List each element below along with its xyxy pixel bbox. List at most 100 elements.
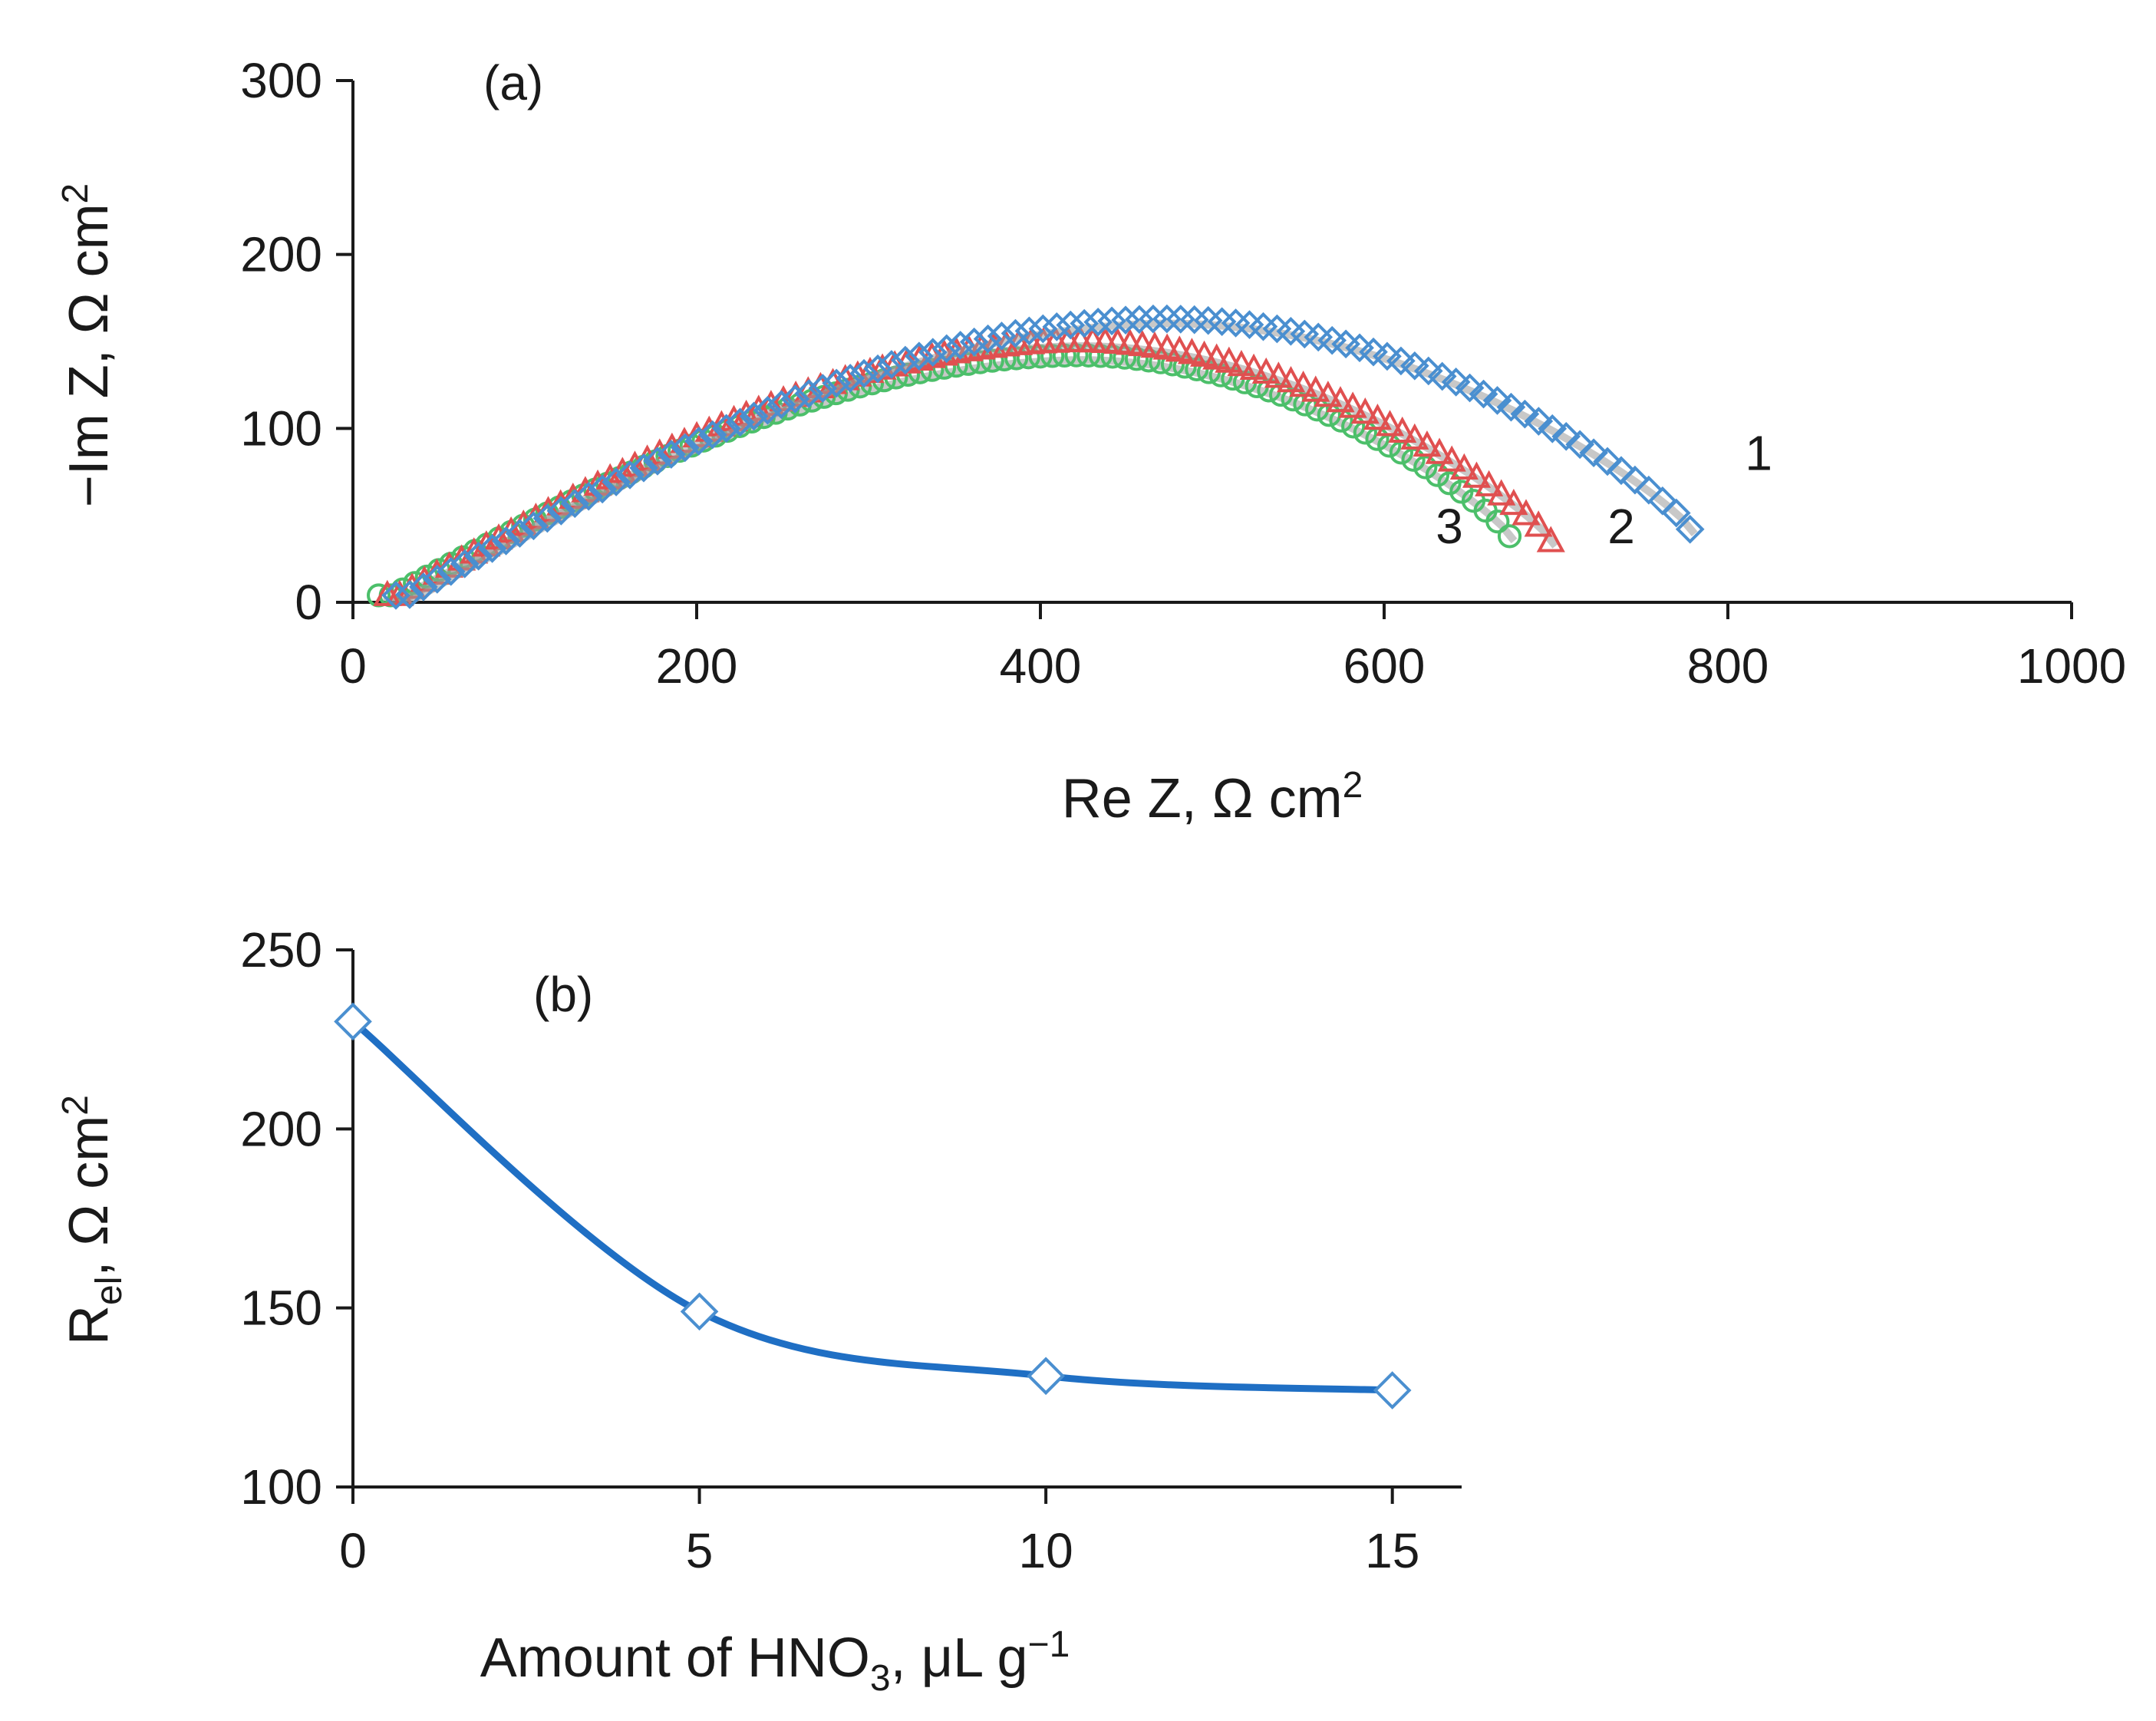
chart-b-x-title: Amount of HNO3, μL g−1 [480, 1624, 1070, 1699]
chart-a-point [1579, 438, 1608, 467]
chart-a-y-tick-label: 200 [240, 227, 322, 282]
chart-b-point [334, 1002, 372, 1041]
chart-a-y-tick-label: 100 [240, 401, 322, 456]
chart-a-point [1565, 430, 1594, 460]
chart-a-point [1607, 456, 1636, 486]
chart-a-point [1375, 410, 1405, 437]
chart-b-x-tick-label: 0 [339, 1523, 367, 1578]
chart-a-point [1482, 386, 1512, 415]
chart-b-y-title-tail: , Ω cm [58, 1116, 120, 1277]
chart-a-point [1314, 381, 1343, 407]
chart-a-point [1326, 386, 1355, 413]
chart-a-point [1512, 499, 1541, 526]
chart-a-point [1014, 316, 1044, 346]
chart-a-point [1524, 407, 1554, 436]
chart-a-point [1202, 343, 1231, 370]
chart-a-point [1536, 526, 1565, 552]
chart-a-point [532, 503, 562, 533]
chart-a-point [1177, 338, 1206, 364]
chart-a-point [1524, 510, 1553, 537]
chart-a-point [1634, 475, 1663, 505]
chart-a-x-tick-label: 1000 [2017, 638, 2126, 694]
chart-a-point [436, 557, 466, 586]
chart-a-point [1251, 357, 1281, 384]
chart-a-point [863, 354, 892, 384]
chart-a-point [1400, 351, 1429, 381]
chart-a-point [1462, 461, 1492, 488]
chart-a-point [1363, 403, 1392, 430]
chart-a-point [1437, 471, 1462, 496]
chart-a-point [1475, 470, 1504, 496]
chart-a-x-tick-label: 800 [1687, 638, 1769, 694]
chart-a-point [836, 364, 865, 393]
chart-b-x-tick-label: 15 [1365, 1523, 1419, 1578]
chart-b-x-tick-label: 5 [686, 1523, 714, 1578]
chart-a-point [463, 542, 493, 571]
chart-a-y-title: −Im Z, Ω cm2 [55, 183, 120, 508]
chart-a-point [1661, 498, 1691, 528]
chart-a-point [931, 334, 961, 364]
chart-a-point [973, 324, 1003, 354]
chart-a-curve-label-2: 2 [1607, 499, 1635, 554]
chart-a-point [1239, 353, 1268, 380]
chart-a-point [1111, 305, 1140, 335]
chart-a-point [1152, 304, 1182, 334]
chart-a-point [1455, 373, 1485, 403]
chart-b-x-title-text: Amount of HNO [480, 1627, 870, 1689]
chart-b-x-title-sub: 3 [870, 1658, 891, 1699]
chart-a-point [877, 350, 906, 379]
chart-a-x-title-text: Re Z, Ω cm [1062, 768, 1343, 829]
chart-a-y-tick-label: 0 [295, 575, 322, 630]
chart-a-point [1487, 479, 1516, 506]
chart-a-point [546, 496, 576, 526]
chart-a-point [643, 447, 672, 476]
chart-a-point [905, 341, 934, 371]
chart-a-point [945, 331, 975, 360]
chart-a-point [1425, 437, 1454, 464]
chart-a-series-2-fit [391, 341, 1559, 604]
chart-a-point [657, 440, 686, 469]
chart-a-point [822, 368, 852, 398]
chart-a-point [1449, 453, 1479, 480]
chart-a-point [959, 327, 989, 357]
chart-a-point [1227, 350, 1256, 377]
chart-a-point [697, 420, 727, 450]
chart-a-point [1165, 335, 1194, 362]
chart-a-point [1469, 379, 1498, 409]
chart-a-point [1042, 312, 1072, 341]
chart-a-point [753, 395, 783, 425]
chart-a-x-tick-label: 600 [1343, 638, 1426, 694]
chart-a-y-title-sup: 2 [55, 183, 96, 204]
chart-b-y-tick-label: 250 [240, 922, 322, 978]
chart-a-point [505, 519, 535, 548]
chart-a-point [1593, 447, 1622, 476]
chart-a-point [395, 580, 424, 609]
chart-a-x-tick-label: 0 [339, 638, 367, 694]
chart-a-y-title-text: −Im Z, Ω cm [58, 203, 120, 507]
chart-b: 100 150 200 250 0 5 10 15 (b) Amount of HNO3, μ… [55, 922, 1462, 1699]
chart-a-point [1289, 371, 1318, 397]
chart-a-point [918, 338, 948, 368]
chart-a-x-title: Re Z, Ω cm2 [1062, 765, 1363, 829]
chart-a-point [519, 511, 549, 541]
chart-b-series-line [349, 1017, 1396, 1394]
chart-a-point [1427, 361, 1457, 391]
chart-a-point [1056, 310, 1086, 340]
chart-a-point [780, 384, 810, 414]
chart-b-x-title-sup: −1 [1028, 1624, 1070, 1665]
chart-a-point [684, 427, 714, 456]
chart-b-y-tick-label: 150 [240, 1281, 322, 1336]
chart-a-point [615, 460, 644, 490]
chart-a-point [1350, 397, 1380, 424]
chart-a-point [1215, 346, 1244, 373]
chart-a-point [808, 374, 838, 403]
chart-a-point [1083, 307, 1113, 337]
chart-a-point [1499, 488, 1528, 516]
chart-a-series-1 [381, 304, 1705, 610]
chart-a-point [560, 489, 590, 519]
chart-b-point [1373, 1371, 1412, 1409]
chart-a-point [1496, 392, 1526, 422]
chart-a-point [1538, 414, 1568, 443]
chart-a-point [739, 401, 769, 431]
